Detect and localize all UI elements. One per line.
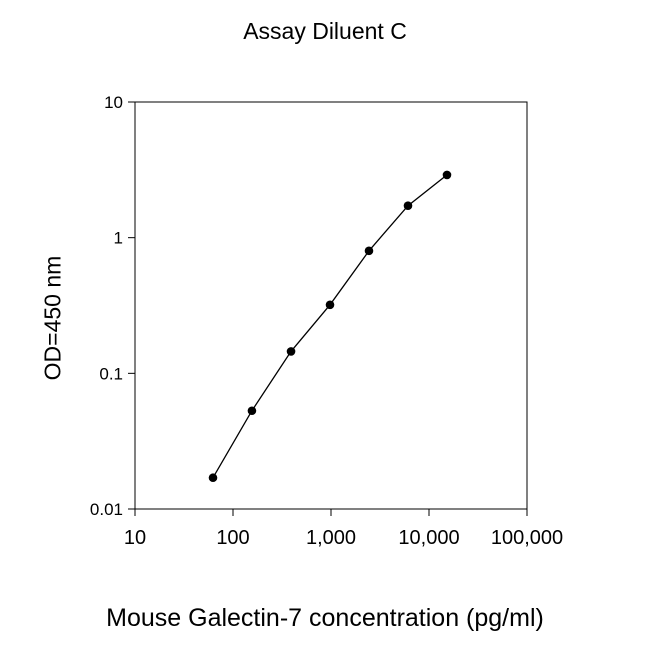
x-tick-label-3: 10,000 xyxy=(398,527,459,549)
x-tick-label-1: 100 xyxy=(216,527,249,549)
data-point-5 xyxy=(403,201,413,211)
data-point-4 xyxy=(364,246,374,256)
x-tick-label-2: 1,000 xyxy=(306,527,356,549)
series-0-line xyxy=(212,174,448,479)
y-tick-label-3: 10 xyxy=(104,93,123,112)
data-point-1 xyxy=(247,406,257,416)
y-tick-label-0: 0.01 xyxy=(90,500,123,519)
data-point-2 xyxy=(286,347,296,356)
y-tick-label-1: 0.1 xyxy=(99,364,123,383)
chart-title: Assay Diluent C xyxy=(243,18,407,44)
x-tick-label-0: 10 xyxy=(124,527,146,549)
data-point-0 xyxy=(208,473,218,483)
data-point-6 xyxy=(442,170,452,180)
y-axis-label: OD=450 nm xyxy=(39,255,66,381)
x-axis-label: Mouse Galectin-7 concentration (pg/ml) xyxy=(106,604,544,632)
x-tick-label-4: 100,000 xyxy=(491,527,563,549)
y-tick-label-2: 1 xyxy=(114,229,123,248)
data-point-3 xyxy=(325,300,335,310)
